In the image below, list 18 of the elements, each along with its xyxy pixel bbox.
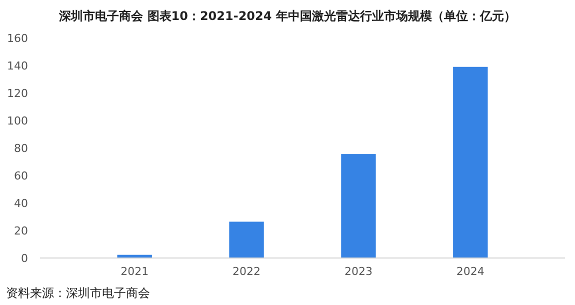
- x-tick-label: 2024: [456, 265, 484, 278]
- bar: [229, 222, 264, 258]
- y-tick-label: 120: [7, 86, 28, 100]
- y-tick-label: 40: [14, 196, 28, 210]
- y-tick-label: 100: [7, 114, 28, 128]
- bar: [341, 154, 376, 258]
- y-tick-label: 0: [21, 252, 28, 265]
- y-tick-label: 140: [7, 59, 28, 72]
- y-tick-label: 160: [7, 32, 28, 45]
- x-tick-label: 2021: [120, 265, 149, 278]
- x-tick-label: 2023: [344, 265, 372, 278]
- x-tick-label: 2022: [232, 265, 261, 278]
- y-tick-label: 80: [14, 142, 28, 155]
- y-tick-label: 60: [14, 169, 28, 182]
- y-tick-label: 20: [14, 224, 28, 238]
- text: 资料来源：深圳市电子商会: [6, 286, 150, 300]
- bar: [453, 66, 488, 258]
- chart-title: 深圳市电子商会 图表10：2021-2024 年中国激光雷达行业市场规模（单位：亿元）: [58, 9, 516, 23]
